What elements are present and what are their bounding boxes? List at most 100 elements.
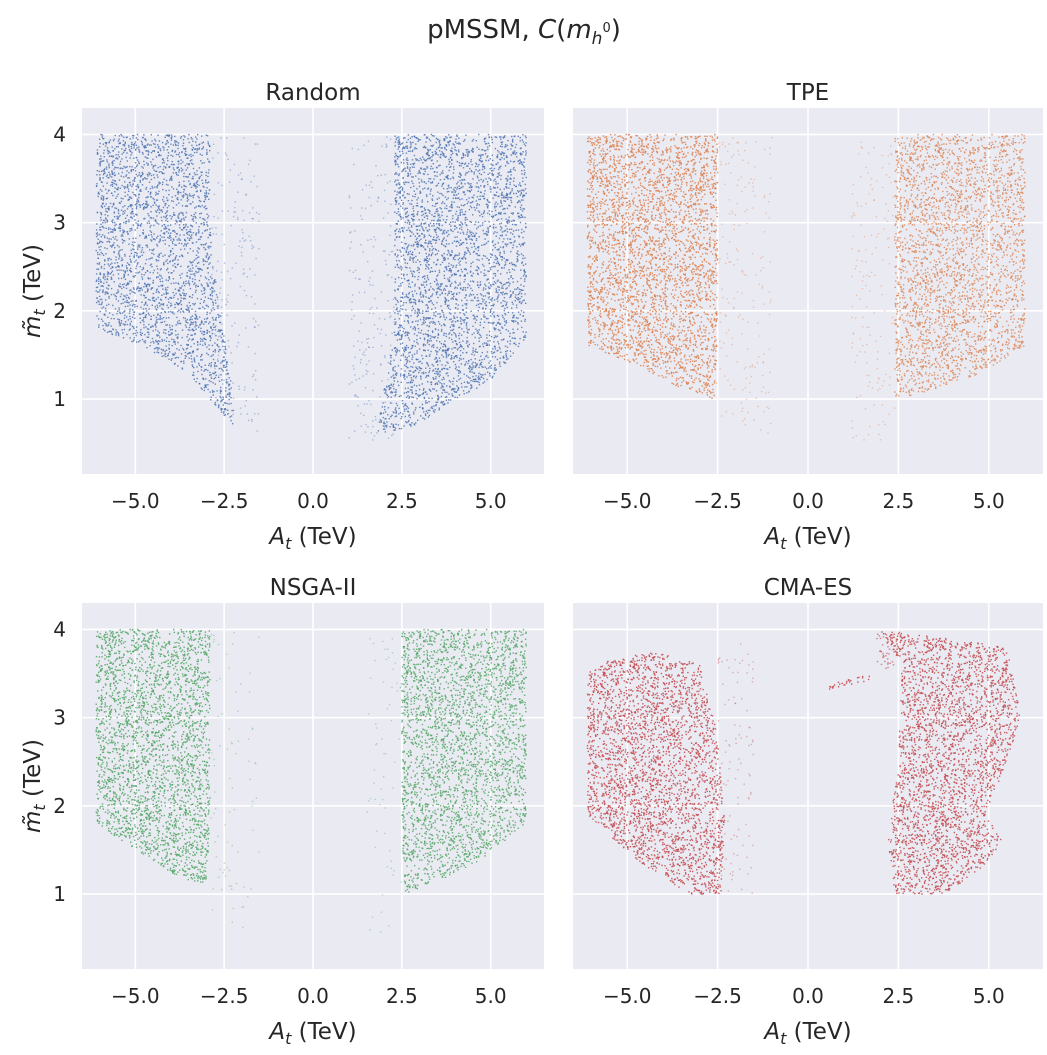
data-point	[206, 261, 207, 262]
data-point	[190, 236, 191, 237]
data-point	[99, 242, 100, 243]
data-point	[203, 244, 204, 245]
data-point	[203, 264, 204, 265]
data-point	[115, 267, 116, 268]
data-point	[205, 197, 206, 198]
data-point	[130, 323, 131, 324]
data-point	[165, 329, 166, 330]
data-point	[148, 284, 149, 285]
data-point	[225, 402, 226, 403]
data-point	[188, 307, 189, 308]
data-point	[165, 243, 166, 244]
data-point	[123, 176, 124, 177]
data-point	[209, 349, 210, 350]
data-point	[189, 173, 190, 174]
data-point	[191, 145, 192, 146]
data-point	[136, 137, 137, 138]
data-point	[164, 162, 165, 163]
data-point	[163, 262, 164, 263]
data-point	[105, 294, 106, 295]
data-point	[144, 283, 145, 284]
data-point	[139, 204, 140, 205]
data-point	[190, 305, 191, 306]
data-point	[102, 203, 103, 204]
data-point	[191, 361, 192, 362]
data-point	[203, 222, 204, 223]
data-point	[126, 166, 127, 167]
data-point	[201, 290, 202, 291]
data-point	[158, 340, 159, 341]
data-point	[215, 404, 216, 405]
data-point	[165, 287, 166, 288]
data-point	[132, 248, 133, 249]
data-point	[186, 194, 187, 195]
data-point	[101, 197, 102, 198]
data-point	[108, 227, 109, 228]
data-point	[166, 269, 167, 270]
data-point	[190, 335, 191, 336]
data-point	[156, 187, 157, 188]
data-point	[151, 253, 152, 254]
data-point	[169, 261, 170, 262]
data-point	[186, 293, 187, 294]
data-point	[111, 277, 112, 278]
data-point	[123, 166, 124, 167]
data-point	[131, 148, 132, 149]
data-point	[100, 217, 101, 218]
data-point	[130, 184, 131, 185]
data-point	[166, 180, 167, 181]
data-point	[183, 214, 184, 215]
data-point	[215, 335, 216, 336]
data-point	[175, 357, 176, 358]
data-point	[229, 399, 230, 400]
data-point	[179, 182, 180, 183]
data-point	[157, 135, 158, 136]
data-point	[118, 209, 119, 210]
data-point	[185, 318, 186, 319]
data-point	[163, 160, 164, 161]
data-point	[99, 158, 100, 159]
data-point	[185, 320, 186, 321]
data-point	[222, 333, 223, 334]
data-point	[177, 239, 178, 240]
data-point	[215, 329, 216, 330]
data-point	[200, 338, 201, 339]
data-point	[140, 180, 141, 181]
data-point	[124, 181, 125, 182]
data-point	[127, 302, 128, 303]
data-point	[111, 288, 112, 289]
data-point	[209, 321, 210, 322]
data-point	[136, 266, 137, 267]
data-point	[196, 206, 197, 207]
data-point	[231, 410, 232, 411]
data-point	[101, 236, 102, 237]
data-point	[198, 269, 199, 270]
data-point	[140, 318, 141, 319]
data-point	[140, 307, 141, 308]
y-tick-label: 1	[53, 387, 66, 411]
data-point	[121, 158, 122, 159]
data-point	[189, 271, 190, 272]
data-point	[120, 230, 121, 231]
data-point	[172, 243, 173, 244]
data-point	[149, 182, 150, 183]
data-point	[114, 191, 115, 192]
data-point	[157, 314, 158, 315]
data-point	[107, 220, 108, 221]
data-point	[143, 313, 144, 314]
data-point	[189, 283, 190, 284]
data-point	[105, 276, 106, 277]
data-point	[138, 200, 139, 201]
data-point	[208, 246, 209, 247]
data-point	[136, 166, 137, 167]
data-point	[177, 148, 178, 149]
data-point	[150, 161, 151, 162]
data-point	[146, 259, 147, 260]
data-point	[171, 186, 172, 187]
data-point	[178, 185, 179, 186]
data-point	[193, 183, 194, 184]
data-point	[107, 279, 108, 280]
data-point	[140, 191, 141, 192]
data-point	[179, 243, 180, 244]
data-point	[168, 205, 169, 206]
